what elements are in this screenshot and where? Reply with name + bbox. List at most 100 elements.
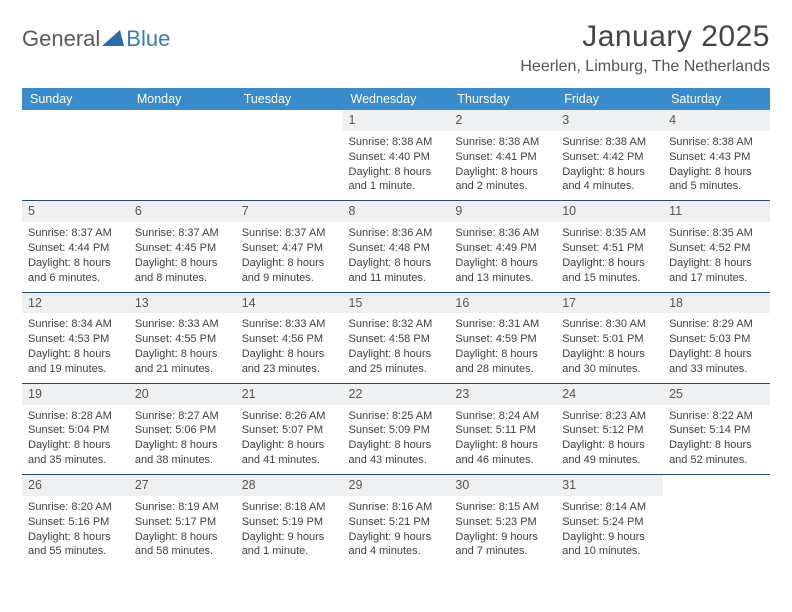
sunset-line: Sunset: 4:41 PM (455, 150, 550, 165)
sunset-line: Sunset: 5:21 PM (349, 515, 444, 530)
location-subtitle: Heerlen, Limburg, The Netherlands (520, 58, 770, 76)
sunset-line: Sunset: 4:59 PM (455, 332, 550, 347)
sunrise-line: Sunrise: 8:22 AM (669, 409, 764, 424)
page-header: General Blue January 2025 Heerlen, Limbu… (22, 20, 770, 76)
week-row: 19Sunrise: 8:28 AMSunset: 5:04 PMDayligh… (22, 384, 770, 475)
daylight-line: Daylight: 9 hours and 1 minute. (242, 530, 337, 560)
day-cell: 22Sunrise: 8:25 AMSunset: 5:09 PMDayligh… (343, 384, 450, 475)
day-cell: 20Sunrise: 8:27 AMSunset: 5:06 PMDayligh… (129, 384, 236, 475)
day-cell: 24Sunrise: 8:23 AMSunset: 5:12 PMDayligh… (556, 384, 663, 475)
daylight-line: Daylight: 8 hours and 43 minutes. (349, 438, 444, 468)
day-number: 9 (449, 201, 556, 222)
day-cell: 31Sunrise: 8:14 AMSunset: 5:24 PMDayligh… (556, 475, 663, 565)
sunrise-line: Sunrise: 8:33 AM (135, 317, 230, 332)
sunrise-line: Sunrise: 8:28 AM (28, 409, 123, 424)
sunset-line: Sunset: 5:11 PM (455, 423, 550, 438)
day-cell: 29Sunrise: 8:16 AMSunset: 5:21 PMDayligh… (343, 475, 450, 565)
sunrise-line: Sunrise: 8:35 AM (669, 226, 764, 241)
day-cell: 1Sunrise: 8:38 AMSunset: 4:40 PMDaylight… (343, 110, 450, 201)
day-number: 10 (556, 201, 663, 222)
sunset-line: Sunset: 5:19 PM (242, 515, 337, 530)
day-cell: 14Sunrise: 8:33 AMSunset: 4:56 PMDayligh… (236, 293, 343, 384)
sunrise-line: Sunrise: 8:18 AM (242, 500, 337, 515)
day-number: 2 (449, 110, 556, 131)
sunrise-line: Sunrise: 8:30 AM (562, 317, 657, 332)
day-number: 11 (663, 201, 770, 222)
dow-wednesday: Wednesday (343, 88, 450, 110)
week-row: 12Sunrise: 8:34 AMSunset: 4:53 PMDayligh… (22, 293, 770, 384)
day-number: 16 (449, 293, 556, 314)
day-number: 14 (236, 293, 343, 314)
sunset-line: Sunset: 5:14 PM (669, 423, 764, 438)
daylight-line: Daylight: 8 hours and 4 minutes. (562, 165, 657, 195)
day-cell: 18Sunrise: 8:29 AMSunset: 5:03 PMDayligh… (663, 293, 770, 384)
day-cell: 17Sunrise: 8:30 AMSunset: 5:01 PMDayligh… (556, 293, 663, 384)
sunrise-line: Sunrise: 8:33 AM (242, 317, 337, 332)
sunrise-line: Sunrise: 8:32 AM (349, 317, 444, 332)
sunset-line: Sunset: 4:47 PM (242, 241, 337, 256)
day-number: 19 (22, 384, 129, 405)
calendar-body: 1Sunrise: 8:38 AMSunset: 4:40 PMDaylight… (22, 110, 770, 565)
day-number: 17 (556, 293, 663, 314)
brand-text-general: General (22, 26, 100, 52)
day-cell: 28Sunrise: 8:18 AMSunset: 5:19 PMDayligh… (236, 475, 343, 565)
day-number: 20 (129, 384, 236, 405)
day-number: 5 (22, 201, 129, 222)
day-cell: 6Sunrise: 8:37 AMSunset: 4:45 PMDaylight… (129, 201, 236, 292)
sunrise-line: Sunrise: 8:38 AM (669, 135, 764, 150)
day-cell (663, 475, 770, 565)
daylight-line: Daylight: 8 hours and 23 minutes. (242, 347, 337, 377)
day-number: 12 (22, 293, 129, 314)
dow-friday: Friday (556, 88, 663, 110)
sunset-line: Sunset: 4:49 PM (455, 241, 550, 256)
day-number: 15 (343, 293, 450, 314)
day-cell: 15Sunrise: 8:32 AMSunset: 4:58 PMDayligh… (343, 293, 450, 384)
daylight-line: Daylight: 8 hours and 55 minutes. (28, 530, 123, 560)
day-cell: 9 Sunrise: 8:36 AMSunset: 4:49 PMDaylight… (449, 201, 556, 292)
sunset-line: Sunset: 4:52 PM (669, 241, 764, 256)
sunset-line: Sunset: 5:07 PM (242, 423, 337, 438)
day-cell: 7Sunrise: 8:37 AMSunset: 4:47 PMDaylight… (236, 201, 343, 292)
daylight-line: Daylight: 8 hours and 41 minutes. (242, 438, 337, 468)
dow-tuesday: Tuesday (236, 88, 343, 110)
day-number: 31 (556, 475, 663, 496)
day-cell: 13 Sunrise: 8:33 AMSunset: 4:55 PMDayligh… (129, 293, 236, 384)
daylight-line: Daylight: 8 hours and 2 minutes. (455, 165, 550, 195)
daylight-line: Daylight: 8 hours and 5 minutes. (669, 165, 764, 195)
day-number: 24 (556, 384, 663, 405)
day-cell: 3Sunrise: 8:38 AMSunset: 4:42 PMDaylight… (556, 110, 663, 201)
day-number: 13 (129, 293, 236, 314)
daylight-line: Daylight: 8 hours and 49 minutes. (562, 438, 657, 468)
day-cell: 27Sunrise: 8:19 AMSunset: 5:17 PMDayligh… (129, 475, 236, 565)
brand-logo: General Blue (22, 20, 170, 52)
sunset-line: Sunset: 4:55 PM (135, 332, 230, 347)
day-cell: 12Sunrise: 8:34 AMSunset: 4:53 PMDayligh… (22, 293, 129, 384)
sunset-line: Sunset: 4:43 PM (669, 150, 764, 165)
sunrise-line: Sunrise: 8:16 AM (349, 500, 444, 515)
day-number: 30 (449, 475, 556, 496)
day-number: 21 (236, 384, 343, 405)
day-cell: 11 Sunrise: 8:35 AMSunset: 4:52 PMDayligh… (663, 201, 770, 292)
brand-triangle-icon (102, 26, 124, 52)
day-number: 25 (663, 384, 770, 405)
day-number: 22 (343, 384, 450, 405)
sunrise-line: Sunrise: 8:27 AM (135, 409, 230, 424)
day-cell: 4Sunrise: 8:38 AMSunset: 4:43 PMDaylight… (663, 110, 770, 201)
sunrise-line: Sunrise: 8:23 AM (562, 409, 657, 424)
dow-sunday: Sunday (22, 88, 129, 110)
daylight-line: Daylight: 8 hours and 21 minutes. (135, 347, 230, 377)
day-cell: 10Sunrise: 8:35 AMSunset: 4:51 PMDayligh… (556, 201, 663, 292)
month-title: January 2025 (520, 20, 770, 54)
daylight-line: Daylight: 8 hours and 13 minutes. (455, 256, 550, 286)
day-cell: 25Sunrise: 8:22 AMSunset: 5:14 PMDayligh… (663, 384, 770, 475)
sunrise-line: Sunrise: 8:38 AM (455, 135, 550, 150)
sunrise-line: Sunrise: 8:15 AM (455, 500, 550, 515)
sunrise-line: Sunrise: 8:36 AM (455, 226, 550, 241)
sunrise-line: Sunrise: 8:35 AM (562, 226, 657, 241)
sunrise-line: Sunrise: 8:37 AM (135, 226, 230, 241)
daylight-line: Daylight: 8 hours and 15 minutes. (562, 256, 657, 286)
day-cell: 5Sunrise: 8:37 AMSunset: 4:44 PMDaylight… (22, 201, 129, 292)
sunrise-line: Sunrise: 8:24 AM (455, 409, 550, 424)
daylight-line: Daylight: 8 hours and 17 minutes. (669, 256, 764, 286)
sunrise-line: Sunrise: 8:26 AM (242, 409, 337, 424)
